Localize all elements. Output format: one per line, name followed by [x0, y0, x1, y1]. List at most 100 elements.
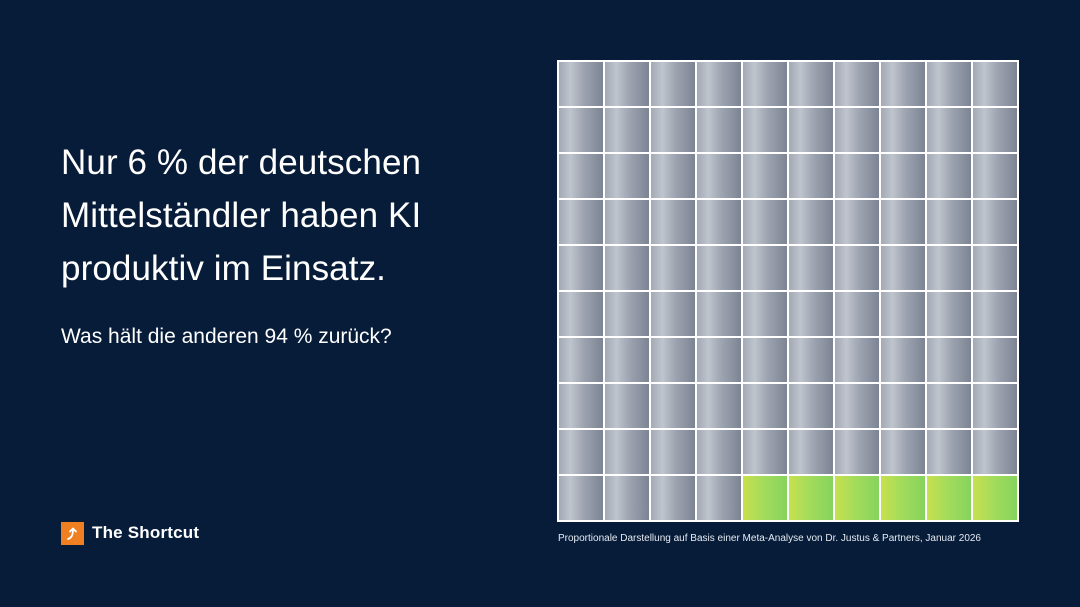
waffle-cell — [835, 246, 879, 290]
waffle-cell — [881, 154, 925, 198]
waffle-cell — [605, 430, 649, 474]
headline: Nur 6 % der deutschen Mittelständler hab… — [61, 143, 422, 288]
waffle-cell — [835, 338, 879, 382]
waffle-cell — [789, 154, 833, 198]
waffle-cell — [973, 338, 1017, 382]
waffle-cell — [881, 62, 925, 106]
waffle-cell — [927, 62, 971, 106]
waffle-cell — [605, 246, 649, 290]
brand-name: The Shortcut — [92, 523, 200, 542]
waffle-cell — [927, 430, 971, 474]
waffle-cell — [743, 430, 787, 474]
waffle-cell — [881, 292, 925, 336]
waffle-cell — [835, 108, 879, 152]
waffle-cell-active — [881, 476, 925, 520]
waffle-cell — [651, 338, 695, 382]
waffle-cell-active — [743, 476, 787, 520]
waffle-cell — [697, 476, 741, 520]
waffle-cell — [973, 292, 1017, 336]
waffle-cell — [697, 430, 741, 474]
waffle-cell — [697, 292, 741, 336]
waffle-chart — [557, 60, 1019, 522]
waffle-cell — [743, 246, 787, 290]
waffle-cell — [559, 338, 603, 382]
waffle-cell — [973, 108, 1017, 152]
waffle-cell — [927, 108, 971, 152]
waffle-cell — [651, 476, 695, 520]
arrow-up-curve-icon-graphic — [67, 527, 77, 540]
waffle-cell — [927, 338, 971, 382]
waffle-cell — [881, 338, 925, 382]
waffle-cell — [697, 62, 741, 106]
waffle-cell — [973, 384, 1017, 428]
waffle-cell — [559, 476, 603, 520]
waffle-cell — [789, 200, 833, 244]
waffle-cell — [927, 246, 971, 290]
waffle-cell — [743, 338, 787, 382]
waffle-cell — [559, 154, 603, 198]
waffle-cell — [789, 292, 833, 336]
waffle-cell — [835, 154, 879, 198]
waffle-cell — [881, 384, 925, 428]
arrow-up-curve-icon — [61, 521, 84, 545]
waffle-cell — [605, 338, 649, 382]
waffle-cell — [651, 292, 695, 336]
waffle-cell — [881, 108, 925, 152]
subline: Was hält die anderen 94 % zurück? — [61, 325, 392, 348]
waffle-cell — [559, 200, 603, 244]
waffle-cell — [605, 292, 649, 336]
waffle-cell — [881, 200, 925, 244]
waffle-cell — [743, 292, 787, 336]
waffle-cell — [973, 62, 1017, 106]
waffle-cell — [605, 154, 649, 198]
waffle-cell — [789, 338, 833, 382]
waffle-cell — [697, 200, 741, 244]
waffle-cell — [559, 292, 603, 336]
waffle-cell — [651, 62, 695, 106]
waffle-cell — [697, 338, 741, 382]
waffle-cell — [973, 430, 1017, 474]
waffle-cell — [697, 108, 741, 152]
waffle-cell — [743, 108, 787, 152]
waffle-cell — [743, 62, 787, 106]
waffle-cell — [789, 430, 833, 474]
waffle-cell — [789, 384, 833, 428]
waffle-cell — [881, 430, 925, 474]
waffle-cell — [559, 62, 603, 106]
waffle-cell — [651, 246, 695, 290]
waffle-cell — [973, 246, 1017, 290]
waffle-cell — [605, 62, 649, 106]
waffle-cell — [559, 384, 603, 428]
waffle-cell — [605, 476, 649, 520]
waffle-cell — [927, 384, 971, 428]
waffle-cell — [789, 108, 833, 152]
waffle-cell — [559, 246, 603, 290]
waffle-cell — [651, 384, 695, 428]
waffle-cell — [605, 384, 649, 428]
waffle-cell — [743, 384, 787, 428]
waffle-cell — [651, 108, 695, 152]
waffle-cell — [927, 154, 971, 198]
waffle-cell — [697, 154, 741, 198]
waffle-cell — [697, 384, 741, 428]
waffle-cell — [559, 430, 603, 474]
waffle-cell — [835, 430, 879, 474]
brand-logo-lockup[interactable]: The Shortcut — [61, 521, 199, 545]
waffle-cell — [835, 384, 879, 428]
waffle-cell — [835, 200, 879, 244]
waffle-cell — [881, 246, 925, 290]
waffle-cell — [605, 108, 649, 152]
waffle-cell — [651, 430, 695, 474]
waffle-cell — [743, 200, 787, 244]
waffle-cell — [789, 246, 833, 290]
waffle-cell-active — [835, 476, 879, 520]
waffle-cell — [973, 154, 1017, 198]
waffle-cell — [651, 154, 695, 198]
waffle-cell — [835, 62, 879, 106]
chart-source-note: Proportionale Darstellung auf Basis eine… — [558, 533, 981, 544]
waffle-cell — [605, 200, 649, 244]
waffle-cell-active — [927, 476, 971, 520]
waffle-cell — [835, 292, 879, 336]
waffle-cell — [743, 154, 787, 198]
waffle-cell-active — [789, 476, 833, 520]
